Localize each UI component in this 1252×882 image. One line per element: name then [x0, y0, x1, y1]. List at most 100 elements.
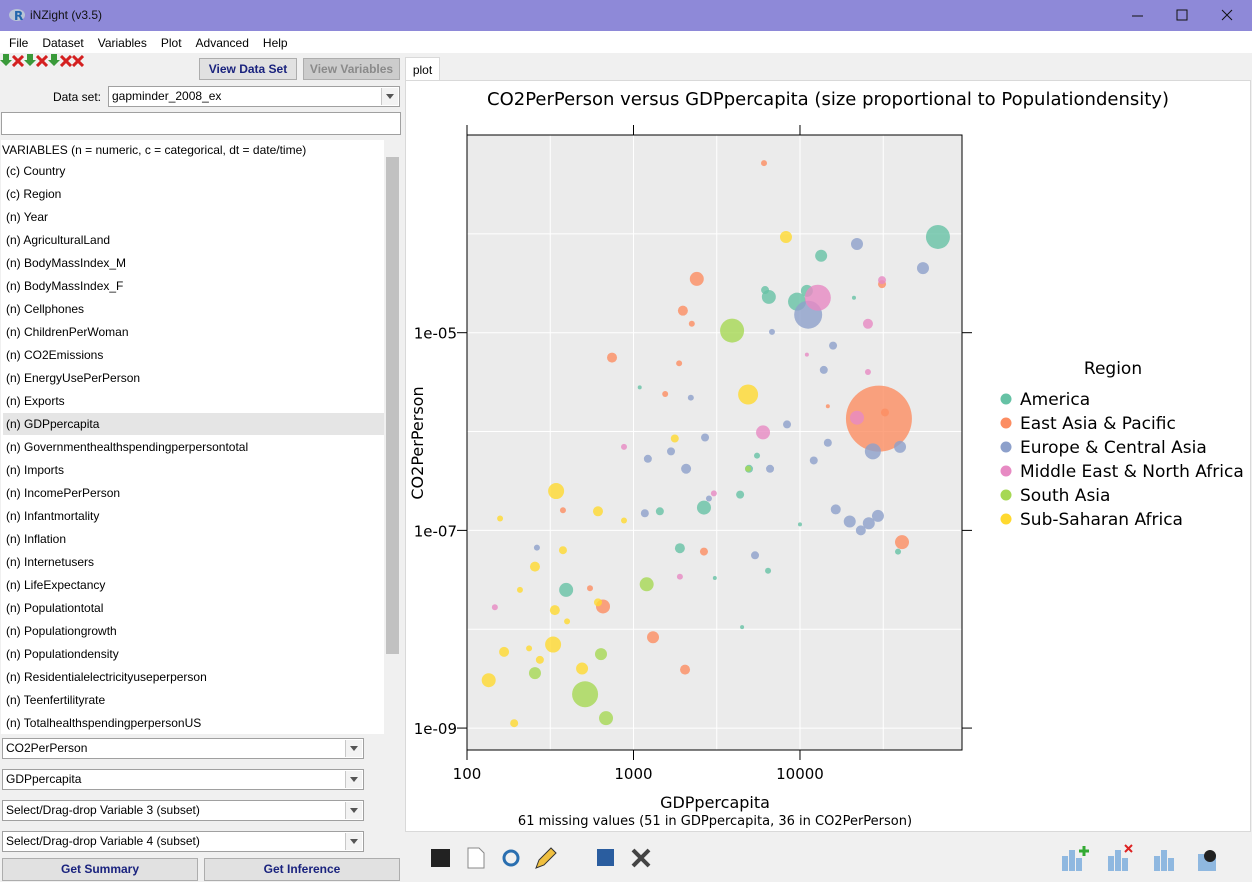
bubble	[639, 577, 654, 592]
plot-frame	[466, 134, 963, 751]
variable-item[interactable]: (n) Year	[6, 210, 49, 224]
variable-item[interactable]: (n) Exports	[6, 394, 65, 408]
icon-remove-plot[interactable]	[1108, 844, 1133, 871]
variable-item[interactable]: (n) Imports	[6, 463, 65, 477]
bubble	[680, 664, 691, 675]
bubble	[766, 464, 775, 473]
bubble	[849, 410, 864, 425]
variable-item[interactable]: (n) Residentialelectricityuseperperson	[6, 670, 207, 684]
variable-item[interactable]: (n) Teenfertilityrate	[6, 693, 106, 707]
bubble	[481, 673, 496, 688]
variable-item[interactable]: (n) IncomePerPerson	[6, 486, 121, 500]
x-tick-label: 1000	[614, 765, 652, 783]
bubble	[647, 631, 660, 644]
variable-item[interactable]: (n) Internetusers	[6, 555, 95, 569]
menu-item[interactable]: Help	[262, 36, 288, 50]
icon-new[interactable]	[467, 847, 485, 869]
legend-label: Europe & Central Asia	[1020, 438, 1207, 458]
variable-slot[interactable]: CO2PerPerson	[2, 738, 364, 759]
bubble	[564, 618, 571, 625]
icon-close[interactable]	[631, 848, 651, 868]
action-button[interactable]: Get Summary	[2, 858, 198, 881]
x-tick-label: 10000	[776, 765, 824, 783]
view-data-button[interactable]: View Data Set	[199, 58, 297, 80]
bubble	[592, 506, 603, 517]
variable-item[interactable]: (n) EnergyUsePerPerson	[6, 371, 141, 385]
legend-label: Middle East & North Africa	[1020, 462, 1244, 482]
tab[interactable]: plot	[405, 57, 440, 81]
variable-item[interactable]: (n) CO2Emissions	[6, 348, 104, 362]
icon-refresh[interactable]	[502, 849, 520, 867]
icon-edit[interactable]	[535, 847, 557, 869]
dropdown-arrow[interactable]	[345, 802, 362, 819]
icon-help[interactable]	[1198, 850, 1216, 871]
cross-shape	[35, 54, 49, 68]
bubble	[491, 604, 498, 611]
swap-icon[interactable]	[24, 53, 36, 67]
variable-item[interactable]: (n) ChildrenPerWoman	[6, 325, 129, 339]
clear-icon[interactable]	[35, 54, 49, 68]
dataset-name: gapminder_2008_ex	[112, 89, 222, 103]
variable-item[interactable]: (c) Country	[6, 164, 66, 178]
bubble	[916, 262, 929, 275]
variable-item[interactable]: (n) Infantmortality	[6, 509, 100, 523]
scroll-thumb[interactable]	[386, 157, 399, 654]
bubble	[783, 420, 792, 429]
bubble	[855, 525, 866, 536]
clear-icon[interactable]	[11, 54, 25, 68]
left-panel: View Data Set View Variables Data set: gapm…	[0, 53, 402, 882]
clear-icon[interactable]	[59, 54, 73, 68]
arrow-shape	[24, 54, 36, 66]
scrollbar[interactable]	[384, 140, 401, 734]
bubble	[705, 495, 712, 502]
variable-item[interactable]: (n) LifeExpectancy	[6, 578, 106, 592]
variable-item[interactable]: (n) Populationtotal	[6, 601, 104, 615]
variable-item[interactable]: (n) GDPpercapita	[3, 413, 385, 435]
variable-item[interactable]: (n) BodyMassIndex_M	[6, 256, 127, 270]
dropdown-arrow[interactable]	[345, 771, 362, 788]
icon-add-plot[interactable]	[1062, 846, 1089, 871]
bubble	[804, 284, 831, 311]
dropdown-arrow[interactable]	[345, 833, 362, 850]
dataset-select[interactable]: gapminder_2008_ex	[108, 86, 400, 107]
icon-save[interactable]	[597, 849, 614, 866]
variable-item[interactable]: (n) BodyMassIndex_F	[6, 279, 124, 293]
menu-item[interactable]: Dataset	[42, 36, 84, 50]
variable-item[interactable]: (n) Governmenthealthspendingperpersontot…	[6, 440, 249, 454]
bubble	[825, 404, 830, 409]
icon-export[interactable]	[431, 849, 450, 867]
variable-item[interactable]: (n) AgriculturalLand	[6, 233, 111, 247]
variable-slot[interactable]: Select/Drag-drop Variable 3 (subset)	[2, 800, 364, 821]
dropdown-arrow[interactable]	[381, 88, 398, 105]
bubble	[676, 573, 683, 580]
slot-text: GDPpercapita	[6, 772, 82, 786]
variable-item[interactable]: (n) Populationdensity	[6, 647, 119, 661]
menu-item[interactable]: Advanced	[195, 36, 249, 50]
variable-item[interactable]: (n) Populationgrowth	[6, 624, 117, 638]
menu-item[interactable]: Plot	[160, 36, 182, 50]
search-input[interactable]	[1, 112, 401, 135]
variable-item[interactable]: (n) Inflation	[6, 532, 67, 546]
bubble	[804, 352, 809, 357]
variable-item[interactable]: (n) Cellphones	[6, 302, 85, 316]
window-title: iNZight (v3.5)	[30, 8, 103, 22]
clear-icon[interactable]	[71, 54, 85, 68]
view-variables-button[interactable]: View Variables	[303, 58, 400, 80]
swap-icon[interactable]	[48, 53, 60, 67]
bubble	[894, 440, 907, 453]
variable-item[interactable]: (n) TotalhealthspendingperpersonUS	[6, 716, 202, 730]
window-controls[interactable]	[1120, 0, 1252, 31]
menu-item[interactable]: Variables	[97, 36, 147, 50]
icon-inference[interactable]	[1154, 850, 1174, 871]
variable-item[interactable]: (c) Region	[6, 187, 62, 201]
menu-item[interactable]: File	[9, 36, 29, 50]
dropdown-arrow[interactable]	[345, 740, 362, 757]
variable-slot[interactable]: Select/Drag-drop Variable 4 (subset)	[2, 831, 364, 852]
x-tick-label: 100	[453, 765, 482, 783]
legend-label: America	[1020, 390, 1090, 410]
variable-slot[interactable]: GDPpercapita	[2, 769, 364, 790]
action-button[interactable]: Get Inference	[204, 858, 400, 881]
swap-icon[interactable]	[0, 53, 12, 67]
bubble	[599, 711, 614, 726]
cross-shape	[11, 54, 25, 68]
